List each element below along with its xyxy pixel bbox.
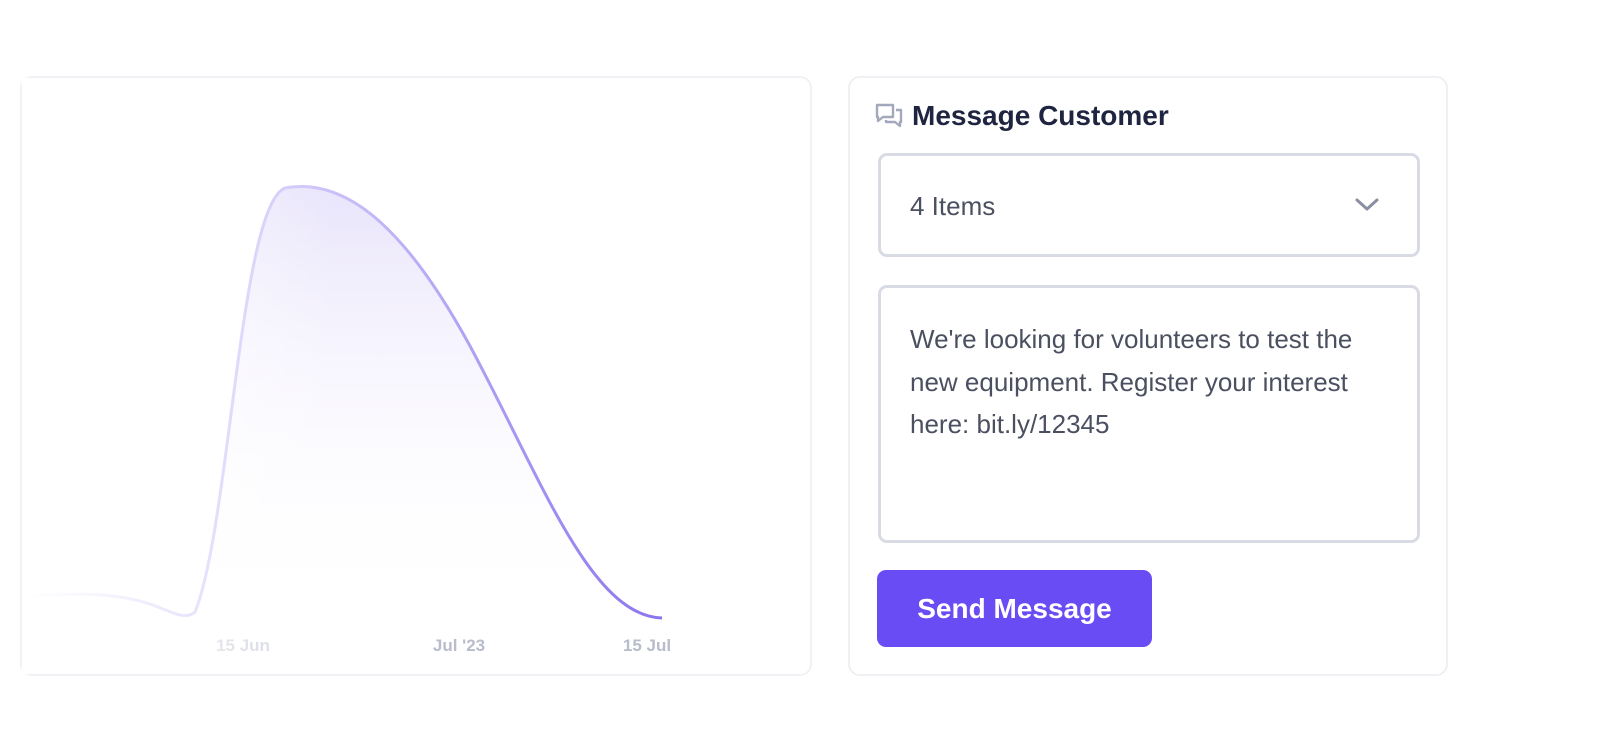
message-card: Message Customer 4 Items We're looking f…	[848, 76, 1448, 676]
chevron	[1355, 198, 1379, 211]
area	[30, 186, 662, 620]
item-select[interactable]: 4 Items	[878, 153, 1420, 257]
x-tick-label: 15 Jul	[623, 636, 671, 655]
message-text: We're looking for volunteers to test the…	[910, 324, 1353, 439]
chart: 15 Jun Jul '23 15 Jul	[20, 169, 796, 655]
message-input[interactable]: We're looking for volunteers to test the…	[878, 285, 1420, 543]
title: Message Customer	[912, 100, 1169, 131]
chart-card: 15 Jun Jul '23 15 Jul	[20, 76, 812, 676]
x-tick-label: 15 Jun	[216, 636, 270, 655]
send-button[interactable]: Send Message	[877, 570, 1152, 647]
x-tick-label: Jul '23	[433, 636, 485, 655]
line	[29, 185, 663, 620]
select-value: 4 Items	[910, 191, 996, 221]
chat-icon	[875, 103, 903, 128]
